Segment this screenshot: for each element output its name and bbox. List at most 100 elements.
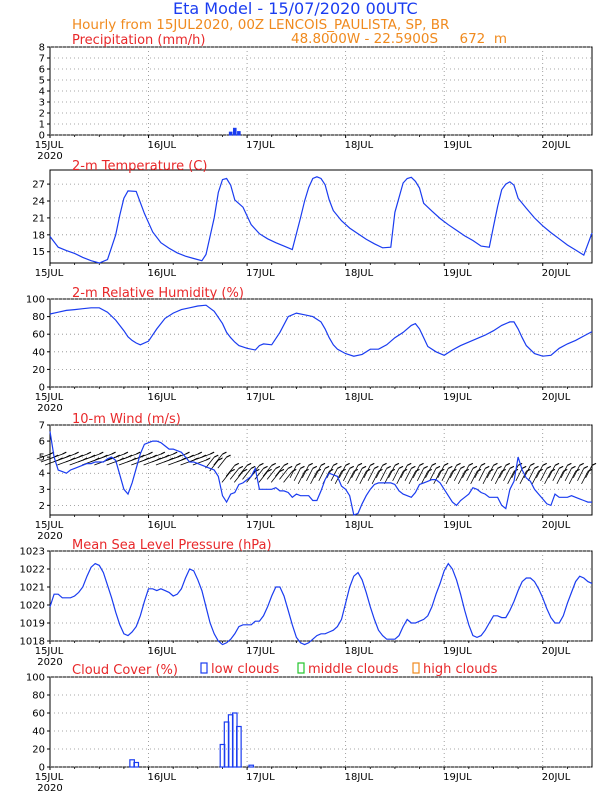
x-tick-label: 17JUL: [246, 140, 275, 151]
wind-barb: [552, 468, 560, 482]
x-year-label: 2020: [37, 403, 62, 414]
wind-barb-flag: [160, 451, 166, 455]
wind-barb: [238, 465, 248, 477]
wind-barb: [507, 471, 515, 485]
wind-barb: [568, 471, 576, 485]
wind-barb: [310, 471, 318, 485]
wind-barb: [289, 465, 297, 479]
wind-barb: [581, 471, 589, 485]
wind-barb-flag: [242, 468, 248, 472]
x-tick-label: 20JUL: [542, 268, 571, 279]
wind-barb-flag: [148, 451, 153, 455]
x-tick-label: 20JUL: [542, 520, 571, 531]
wind-barb: [371, 471, 379, 485]
plot-frame: [49, 676, 593, 768]
wind-barb: [519, 471, 527, 485]
panel-title: Cloud Cover (%): [72, 663, 178, 678]
wind-barb: [196, 453, 211, 460]
wind-barb-flag: [554, 462, 560, 466]
wind-barb-flag: [250, 465, 256, 469]
x-year-label: 2020: [37, 151, 62, 162]
panel-title: Mean Sea Level Pressure (hPa): [72, 538, 272, 553]
wind-barb: [511, 465, 519, 479]
wind-barb: [564, 468, 572, 482]
x-tick-label: 17JUL: [246, 646, 275, 657]
x-tick-label: 15JUL: [35, 392, 64, 403]
wind-barb-flag: [591, 462, 597, 466]
wind-barb: [49, 453, 63, 460]
wind-barb: [375, 465, 383, 479]
wind-barb: [494, 471, 503, 485]
wind-barb: [122, 453, 137, 460]
wind-barb: [85, 453, 100, 460]
wind-barb: [490, 468, 498, 482]
wind-barb: [279, 468, 289, 480]
y-tick-label: 8: [39, 43, 45, 54]
wind-barb: [536, 465, 544, 479]
wind-barb: [221, 471, 231, 483]
y-tick-label: 18: [32, 230, 45, 241]
bar-precip: [228, 131, 233, 136]
wind-barb-flag: [218, 457, 223, 461]
wind-barb-flag: [398, 465, 404, 469]
y-tick-label: 2: [39, 109, 45, 120]
wind-barb: [556, 471, 564, 485]
wind-barb-flag: [546, 465, 552, 469]
wind-barb: [225, 465, 236, 477]
x-tick-label: 19JUL: [443, 268, 472, 279]
wind-barb-flag: [263, 465, 268, 469]
wind-barb: [486, 465, 494, 479]
panel-3: 0 20 40 60 80 100 15JUL 16JUL 17JUL 18JUL 19JUL 20J…: [26, 286, 593, 414]
wind-barb: [412, 465, 420, 479]
wind-barb-flag: [567, 462, 572, 466]
wind-barb: [408, 471, 416, 485]
wind-barb: [466, 468, 474, 482]
wind-barb: [355, 468, 363, 482]
wind-barb: [400, 465, 408, 479]
x-tick-label: 16JUL: [148, 392, 177, 403]
y-tick-label: 7: [39, 421, 45, 432]
x-tick-label: 19JUL: [443, 646, 472, 657]
wind-barb: [379, 468, 388, 482]
wind-barb-flag: [480, 462, 486, 466]
wind-barb-flag: [394, 462, 400, 466]
wind-barb: [205, 456, 215, 469]
wind-barb-flag: [123, 451, 129, 455]
y-tick-label: 24: [32, 197, 45, 208]
x-tick-label: 19JUL: [443, 392, 472, 403]
legend-swatch-high-clouds: [412, 662, 420, 674]
x-tick-label: 17JUL: [246, 392, 275, 403]
wind-barb: [515, 468, 523, 482]
wind-barb-flag: [431, 462, 437, 466]
wind-barb: [318, 468, 326, 482]
wind-barb-flag: [349, 465, 355, 469]
y-tick-label: 3: [39, 98, 45, 109]
wind-barb: [453, 468, 461, 482]
wind-barb: [433, 471, 441, 485]
wind-barb: [429, 468, 437, 482]
wind-barb: [421, 471, 429, 485]
series-line: [49, 431, 592, 516]
x-tick-label: 18JUL: [345, 772, 374, 783]
x-tick-label: 15JUL: [35, 140, 64, 151]
wind-barb: [283, 471, 293, 483]
y-tick-label: 80: [32, 312, 45, 323]
wind-barb-flag: [386, 465, 391, 469]
wind-barb: [270, 471, 281, 483]
y-tick-label: 5: [39, 453, 45, 464]
wind-barb-flag: [308, 462, 313, 466]
wind-barb-flag: [419, 462, 424, 466]
panel-5: 1018 1019 1020 1021 1022 1023 15JUL 16JUL 17JUL 1…: [20, 538, 593, 668]
wind-barb: [437, 465, 445, 479]
wind-barb: [527, 468, 535, 482]
legend-swatch-low-clouds: [200, 662, 208, 674]
wind-barb-flag: [209, 451, 215, 455]
x-tick-label: 16JUL: [148, 772, 177, 783]
x-tick-label: 15JUL: [35, 520, 64, 531]
x-year-label: 2020: [37, 657, 62, 668]
wind-barb-flag: [406, 462, 412, 466]
legend-label-middle-clouds: middle clouds: [308, 662, 399, 677]
wind-barb: [275, 465, 285, 477]
